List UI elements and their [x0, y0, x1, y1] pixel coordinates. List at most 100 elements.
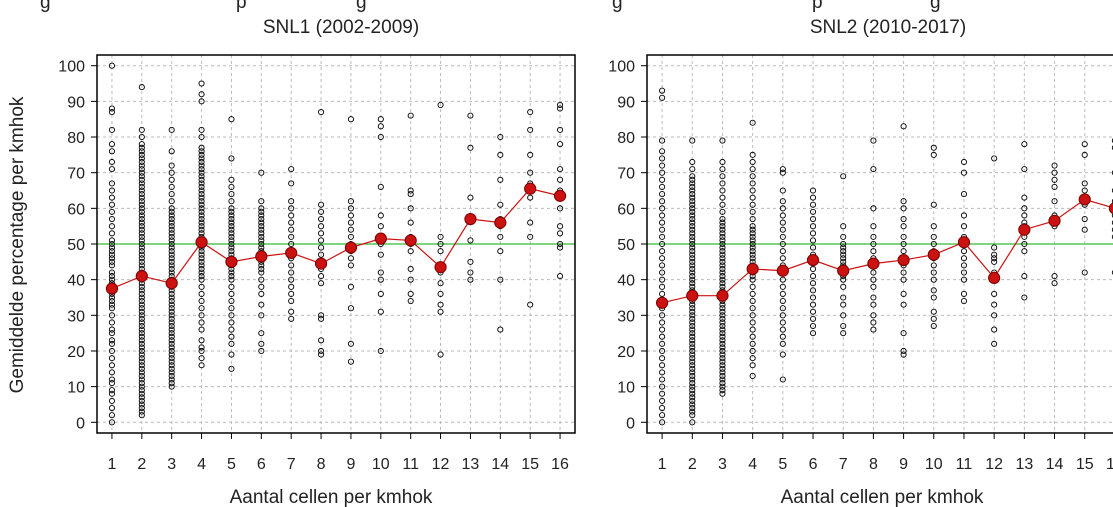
data-point	[318, 251, 325, 258]
data-point	[719, 315, 726, 322]
data-point	[840, 294, 847, 301]
data-point	[198, 355, 205, 362]
data-point	[809, 280, 817, 287]
plot-area-snl2	[647, 55, 1113, 433]
data-point	[198, 226, 205, 233]
data-point	[108, 347, 115, 355]
data-point	[870, 233, 877, 240]
data-point	[347, 226, 354, 233]
data-point	[258, 301, 265, 308]
x-tick-label: 9	[899, 456, 908, 473]
data-point	[659, 233, 666, 240]
data-point	[108, 337, 115, 344]
data-point	[930, 201, 937, 208]
data-point	[377, 276, 384, 283]
data-point	[377, 123, 384, 130]
data-point	[659, 87, 666, 94]
data-point	[198, 262, 205, 269]
data-point	[407, 219, 414, 226]
data-point	[347, 212, 354, 219]
data-point	[749, 319, 756, 326]
data-point	[1021, 166, 1028, 173]
data-point	[138, 387, 145, 394]
data-point	[749, 119, 756, 126]
data-point	[377, 308, 384, 315]
x-tick-label: 16	[551, 456, 569, 473]
y-tick-label: 30	[617, 308, 635, 325]
data-point	[991, 290, 998, 297]
data-point	[168, 376, 175, 383]
data-point	[377, 269, 384, 276]
data-point	[467, 237, 474, 244]
data-point	[689, 322, 696, 330]
data-point	[497, 151, 504, 158]
data-point	[1111, 138, 1113, 143]
data-point	[138, 248, 145, 255]
data-point	[1111, 270, 1113, 275]
data-point	[719, 365, 726, 372]
data-point	[168, 148, 175, 155]
data-point	[809, 194, 817, 201]
data-point	[689, 166, 696, 173]
data-point	[689, 408, 696, 415]
data-point	[749, 326, 756, 333]
data-point	[557, 244, 564, 251]
mean-point	[897, 253, 910, 267]
data-point	[198, 230, 205, 237]
data-point	[377, 133, 384, 141]
data-point	[659, 290, 666, 297]
data-point	[108, 390, 115, 397]
data-point	[1111, 220, 1113, 225]
data-point	[108, 109, 115, 116]
data-point	[138, 215, 145, 223]
data-point	[168, 237, 175, 244]
data-point	[749, 166, 756, 173]
data-point	[659, 240, 666, 248]
data-point	[960, 248, 968, 255]
data-point	[497, 326, 504, 333]
data-point	[659, 369, 666, 376]
data-point	[689, 380, 696, 387]
top-fragment-6: g	[930, 0, 941, 13]
data-point	[557, 240, 564, 248]
data-point	[228, 176, 235, 183]
data-point	[689, 198, 696, 205]
data-point	[689, 237, 696, 244]
data-point	[719, 319, 726, 326]
data-point	[659, 355, 666, 362]
data-point	[138, 205, 145, 212]
data-point	[138, 212, 145, 219]
data-point	[870, 294, 877, 301]
data-point	[749, 233, 756, 240]
data-point	[749, 173, 756, 180]
y-tick-label: 40	[617, 273, 635, 290]
mean-point	[746, 262, 759, 276]
data-point	[1081, 180, 1088, 187]
data-point	[228, 219, 235, 226]
data-point	[749, 223, 756, 230]
data-point	[809, 215, 817, 223]
data-point	[809, 237, 817, 244]
data-point	[719, 390, 726, 397]
data-point	[138, 226, 145, 233]
data-point	[318, 208, 325, 215]
data-point	[719, 276, 726, 283]
data-point	[1021, 212, 1028, 219]
data-point	[407, 248, 414, 255]
data-point	[719, 333, 726, 340]
data-point	[198, 212, 205, 219]
data-point	[108, 201, 115, 208]
data-point	[168, 315, 175, 322]
data-point	[557, 230, 564, 237]
data-point	[168, 365, 175, 372]
data-point	[719, 355, 726, 362]
data-point	[168, 169, 175, 176]
data-point	[138, 294, 145, 301]
data-point	[719, 312, 726, 319]
data-point	[719, 158, 726, 166]
y-tick-label: 30	[67, 308, 85, 325]
data-point	[138, 358, 145, 365]
data-point	[659, 155, 666, 162]
data-point	[840, 322, 847, 330]
data-point	[138, 337, 145, 344]
